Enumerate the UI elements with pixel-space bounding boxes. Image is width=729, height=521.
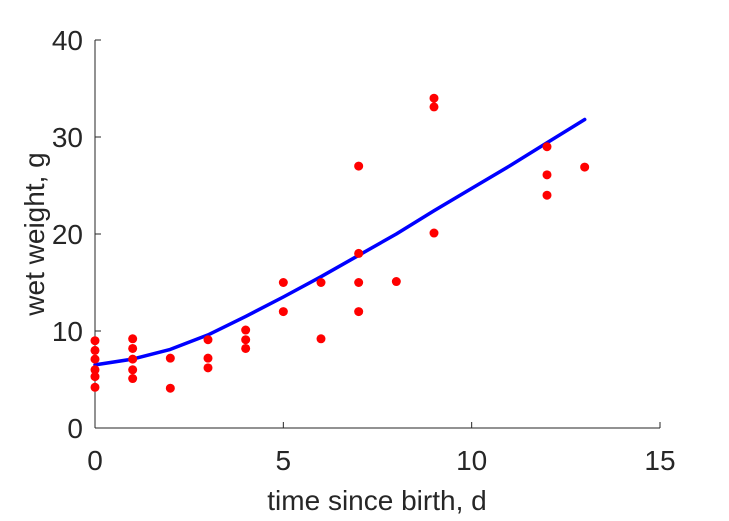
data-point: [542, 170, 552, 180]
data-point: [580, 162, 590, 172]
data-point: [278, 307, 288, 317]
data-point: [203, 353, 213, 363]
data-point: [90, 345, 100, 355]
data-point: [241, 335, 251, 345]
x-tick-label: 5: [276, 445, 292, 476]
y-tick-label: 30: [52, 122, 83, 153]
data-point: [165, 383, 175, 393]
data-point: [128, 365, 138, 375]
data-point: [165, 353, 175, 363]
data-point: [90, 382, 100, 392]
x-tick-label: 10: [456, 445, 487, 476]
data-point: [354, 278, 364, 287]
data-point: [542, 142, 552, 152]
y-tick-label: 10: [52, 316, 83, 347]
y-tick-label: 20: [52, 219, 83, 250]
plot-area: 0 5 10 15 0 10 20 30 40: [52, 25, 676, 476]
data-point: [429, 93, 439, 103]
x-tick-label: 15: [644, 445, 675, 476]
data-point: [90, 372, 100, 382]
x-ticks: 0 5 10 15: [87, 422, 676, 476]
data-point: [203, 363, 213, 373]
data-point: [203, 335, 213, 345]
data-point: [128, 343, 138, 353]
data-point: [241, 343, 251, 353]
y-ticks: 0 10 20 30 40: [52, 25, 101, 444]
data-point: [542, 190, 552, 200]
data-point: [128, 334, 138, 344]
data-point: [90, 354, 100, 364]
data-point: [128, 354, 138, 364]
data-point: [241, 325, 251, 335]
data-point: [90, 365, 100, 375]
data-point: [354, 161, 364, 171]
y-tick-label: 0: [67, 413, 83, 444]
data-point: [90, 336, 100, 346]
fit-curve: [93, 117, 587, 367]
x-tick-label: 0: [87, 445, 103, 476]
data-point: [316, 334, 326, 344]
data-point: [316, 278, 326, 287]
y-axis-label: wet weight, g: [19, 152, 50, 316]
series-layer: [90, 93, 590, 393]
y-tick-label: 40: [52, 25, 83, 56]
data-point: [354, 307, 364, 317]
data-point: [429, 228, 439, 238]
data-point: [128, 374, 138, 384]
data-point: [278, 278, 288, 287]
data-point: [391, 277, 401, 287]
data-point: [354, 248, 364, 258]
x-axis-label: time since birth, d: [267, 485, 486, 516]
data-point: [429, 102, 439, 112]
